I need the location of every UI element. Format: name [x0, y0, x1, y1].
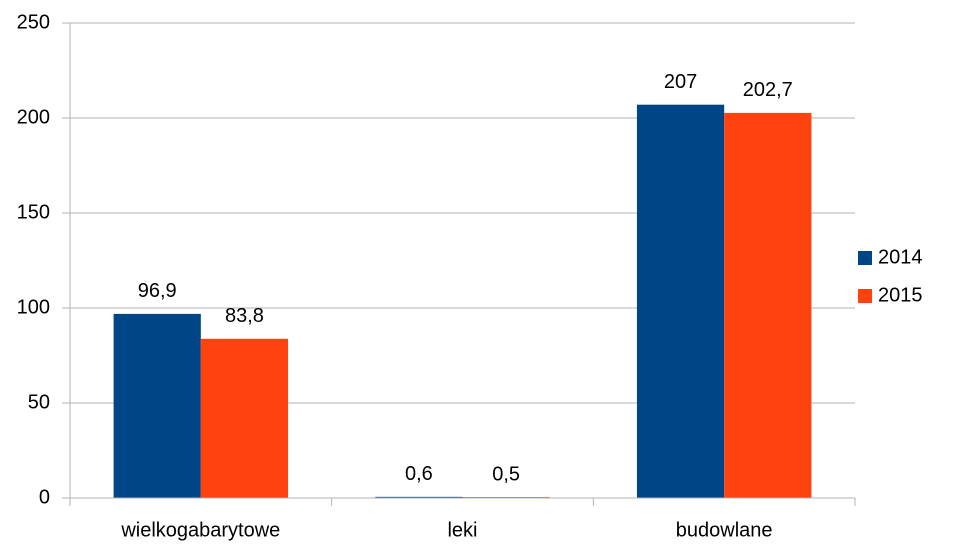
- y-tick-label: 100: [17, 296, 50, 318]
- y-tick-label: 150: [17, 201, 50, 223]
- value-label: 207: [664, 71, 697, 93]
- legend-label: 2015: [878, 284, 923, 306]
- value-label: 96,9: [138, 280, 177, 302]
- y-tick-label: 0: [39, 486, 50, 508]
- x-tick-label: wielkogabarytowe: [120, 519, 280, 541]
- bar: [724, 112, 812, 499]
- value-label: 0,6: [405, 463, 433, 485]
- value-label: 202,7: [743, 79, 793, 101]
- x-tick-label: budowlane: [676, 519, 773, 541]
- legend-swatch: [858, 289, 872, 303]
- bar: [636, 104, 725, 498]
- legend-swatch: [858, 251, 872, 265]
- bar: [113, 313, 201, 498]
- value-label: 83,8: [225, 305, 264, 327]
- bar: [375, 496, 463, 498]
- value-label: 0,5: [492, 463, 520, 485]
- y-tick-label: 200: [17, 106, 50, 128]
- y-tick-label: 50: [28, 391, 50, 413]
- x-tick-label: leki: [447, 519, 477, 541]
- legend-label: 2014: [878, 246, 923, 268]
- bar: [200, 338, 289, 498]
- y-tick-label: 250: [17, 11, 50, 33]
